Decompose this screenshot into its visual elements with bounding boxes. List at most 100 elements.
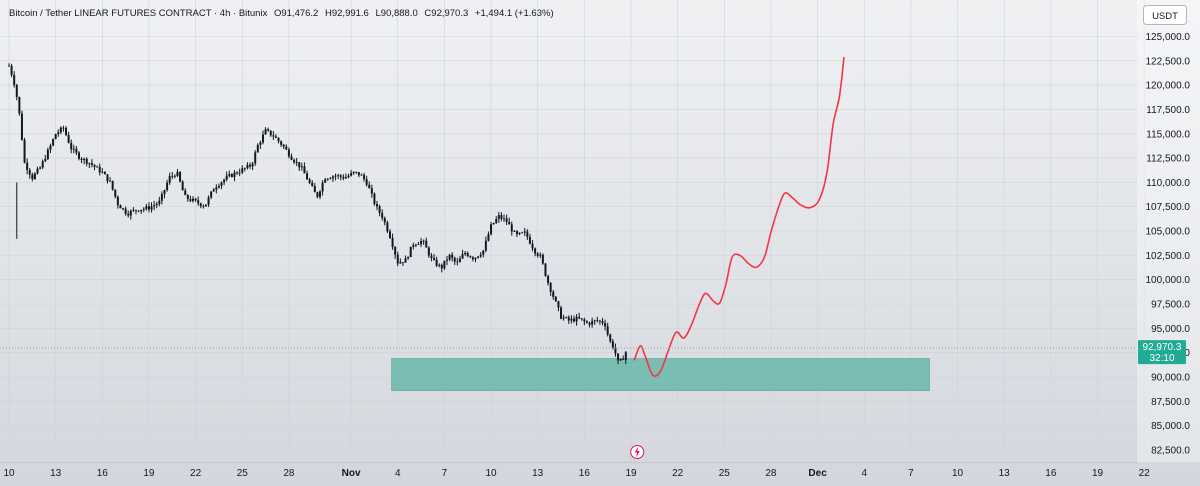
candle [67, 131, 70, 144]
candle [142, 207, 145, 213]
candle [360, 173, 363, 176]
time-axis[interactable]: 10 13 16 19 22 25 28 Nov 4 7 10 13 16 19 22 25 28 Dec 4 7 10… [3, 468, 1150, 479]
candle-body [168, 176, 171, 183]
candle-body [228, 174, 231, 176]
candle-body [534, 248, 537, 254]
candle-body [562, 317, 565, 319]
candle-body [199, 203, 202, 207]
price-axis-panel[interactable] [1137, 0, 1200, 462]
candle [544, 262, 547, 277]
candle [536, 252, 539, 258]
candle [238, 168, 241, 177]
candle-body [578, 316, 581, 319]
candle [124, 206, 127, 216]
lightning-icon[interactable] [630, 445, 645, 459]
candle [122, 207, 125, 211]
candle [179, 171, 182, 183]
candle [285, 144, 288, 150]
candle [189, 195, 192, 203]
candle-body [391, 237, 394, 248]
candle [430, 253, 433, 262]
candle [85, 157, 88, 167]
candle [96, 165, 99, 168]
candle [438, 263, 441, 268]
candle-body [614, 347, 617, 354]
candle-body [373, 193, 376, 205]
candle-body [510, 224, 513, 232]
time-tick-label: 13 [999, 468, 1011, 479]
time-tick-label: 28 [283, 468, 295, 479]
candle [409, 246, 412, 258]
time-tick-label: 7 [908, 468, 914, 479]
candle-body [267, 129, 270, 131]
candle-body [70, 142, 73, 150]
candle-body [264, 129, 267, 135]
candle-body [484, 240, 487, 251]
candle-body [192, 198, 195, 201]
candle [583, 317, 586, 326]
candle-body [287, 149, 290, 157]
candle-body [456, 261, 459, 263]
candle-body [531, 243, 534, 249]
candle [433, 253, 436, 261]
candle [541, 253, 544, 265]
candle [269, 130, 272, 137]
candle-body [471, 257, 474, 260]
candle-body [549, 282, 552, 292]
candle-body [46, 149, 49, 160]
candle-body [259, 142, 262, 145]
candle-body [425, 240, 428, 248]
candle [396, 251, 399, 267]
time-tick-label: 10 [952, 468, 964, 479]
candle-body [500, 215, 503, 219]
candle [495, 216, 498, 224]
currency-button[interactable]: USDT [1143, 5, 1187, 25]
candle-body [339, 175, 342, 177]
candle [503, 214, 506, 222]
price-tick-label: 85,000.0 [1151, 421, 1190, 432]
candle [448, 253, 451, 262]
candle [36, 166, 39, 175]
candle [300, 162, 303, 171]
candle [49, 143, 52, 154]
candle-body [547, 275, 550, 283]
open-value: 91,476.2 [281, 8, 318, 19]
candle [311, 180, 314, 187]
symbol-legend[interactable]: Bitcoin / Tether LINEAR FUTURES CONTRACT… [9, 8, 554, 19]
candle [622, 355, 625, 360]
candle-body [329, 178, 332, 180]
candle [554, 295, 557, 302]
candle-body [230, 174, 233, 177]
demand-zone[interactable] [391, 358, 930, 391]
candle [521, 231, 524, 234]
candle [414, 243, 417, 248]
candle [241, 165, 244, 174]
candle [44, 155, 47, 163]
candle-body [142, 208, 145, 210]
time-tick-label: 22 [672, 468, 684, 479]
candle [510, 221, 513, 236]
candle-body [8, 65, 10, 67]
candle-body [150, 206, 153, 210]
low-label: L [375, 8, 380, 19]
price-tick-label: 105,000.0 [1146, 227, 1191, 238]
candle-body [352, 171, 355, 173]
candle-body [541, 254, 544, 264]
candle-body [15, 85, 18, 97]
candle [425, 237, 428, 248]
candle-body [49, 145, 52, 150]
candle [321, 180, 324, 196]
candle-body [153, 205, 156, 207]
candle-body [207, 197, 210, 205]
candle [298, 162, 301, 171]
candle-body [197, 200, 200, 204]
candle-body [145, 206, 148, 209]
forecast-path[interactable] [633, 56, 845, 377]
candle [383, 216, 386, 226]
candle-body [313, 186, 316, 193]
candle [109, 177, 112, 182]
candle [534, 247, 537, 257]
candle [391, 233, 394, 250]
